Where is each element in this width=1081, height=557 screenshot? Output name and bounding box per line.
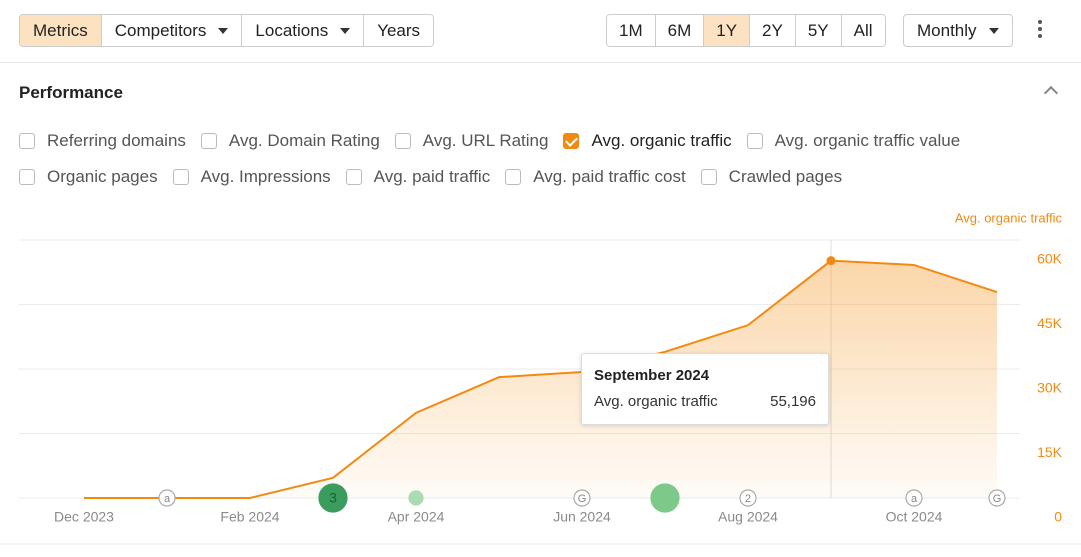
toolbar-button[interactable]: All bbox=[841, 15, 885, 46]
event-label: a bbox=[911, 493, 918, 505]
caret bbox=[218, 27, 229, 34]
event-marker bbox=[650, 483, 680, 513]
metric-checkbox[interactable]: Avg. URL Rating bbox=[394, 131, 549, 151]
event-marker bbox=[739, 489, 757, 507]
y-tick-label: 45K bbox=[1037, 315, 1063, 331]
metric-checkbox[interactable]: Avg. paid traffic bbox=[345, 167, 491, 187]
tooltip-value: 55,196 bbox=[770, 393, 816, 410]
x-tick-label: Dec 2023 bbox=[54, 509, 114, 525]
x-tick-label: Apr 2024 bbox=[388, 509, 445, 525]
metric-checkbox[interactable]: Avg. organic traffic bbox=[563, 131, 732, 151]
toolbar-button[interactable]: 6M bbox=[655, 15, 705, 46]
event-label: 3 bbox=[329, 490, 337, 506]
line bbox=[84, 259, 998, 499]
toolbar-button[interactable]: Competitors bbox=[101, 15, 243, 46]
checkbox-label: Avg. organic traffic value bbox=[774, 131, 961, 150]
button-label: Metrics bbox=[33, 20, 88, 40]
checkbox bbox=[200, 133, 217, 149]
metric-checkbox[interactable]: Avg. Domain Rating bbox=[200, 131, 380, 151]
highlight-point bbox=[826, 256, 836, 266]
metric-checkbox[interactable]: Avg. organic traffic value bbox=[746, 131, 961, 151]
checkbox bbox=[746, 133, 763, 149]
checkbox-label: Organic pages bbox=[47, 167, 158, 186]
interval-select[interactable]: Monthly bbox=[903, 14, 1013, 47]
event-label: G bbox=[993, 493, 1002, 505]
checkbox-label: Avg. paid traffic cost bbox=[533, 167, 686, 186]
event-marker bbox=[408, 490, 424, 506]
checkbox bbox=[19, 133, 35, 149]
button-label: Locations bbox=[255, 20, 329, 40]
section-title: Performance bbox=[19, 83, 123, 102]
checkbox-label: Avg. URL Rating bbox=[422, 131, 549, 150]
toolbar-button[interactable]: Years bbox=[364, 15, 434, 46]
button-label: 1M bbox=[619, 20, 643, 40]
checkbox bbox=[563, 133, 580, 149]
event-marker bbox=[573, 489, 591, 507]
caret bbox=[340, 27, 351, 34]
y-tick-label: 60K bbox=[1037, 251, 1063, 267]
metric-row: Referring domains Avg. Domain Rating Avg. … bbox=[19, 131, 960, 151]
checkbox bbox=[19, 169, 35, 185]
y-tick-label: 0 bbox=[1054, 509, 1062, 525]
checkbox bbox=[700, 169, 717, 185]
metric-checkbox[interactable]: Crawled pages bbox=[700, 167, 843, 187]
checkbox bbox=[505, 169, 522, 185]
tooltip-label: Avg. organic traffic bbox=[594, 393, 718, 410]
toolbar-button[interactable]: 1Y bbox=[704, 15, 751, 46]
caret bbox=[988, 27, 999, 34]
tooltip-title: September 2024 bbox=[594, 367, 710, 384]
metric-row: Organic pages Avg. Impressions Avg. paid t… bbox=[19, 167, 842, 187]
button-label: 5Y bbox=[807, 20, 829, 40]
range-group: 1M 6M 1Y 2Y 5Y All bbox=[606, 14, 886, 47]
metric-checkbox[interactable]: Avg. paid traffic cost bbox=[505, 167, 686, 187]
filter-group: Metrics Competitors Locations Years bbox=[19, 14, 435, 47]
event-marker bbox=[905, 489, 923, 507]
toolbar-button[interactable]: Metrics bbox=[20, 15, 102, 46]
checkbox-label: Avg. organic traffic bbox=[591, 131, 732, 150]
more-menu[interactable] bbox=[1038, 20, 1043, 41]
checkbox bbox=[394, 133, 411, 149]
checkbox-label: Avg. Impressions bbox=[200, 167, 331, 186]
button-label: Years bbox=[377, 20, 421, 40]
metric-checkbox[interactable]: Avg. Impressions bbox=[172, 167, 331, 187]
toolbar-button[interactable]: Locations bbox=[242, 15, 365, 46]
y-tick-label: 30K bbox=[1037, 380, 1063, 396]
event-marker bbox=[988, 489, 1006, 507]
metric-checkbox[interactable]: Organic pages bbox=[19, 167, 158, 187]
button-label: Competitors bbox=[114, 20, 207, 40]
event-label: 2 bbox=[745, 493, 751, 505]
toolbar-button[interactable]: 2Y bbox=[750, 15, 796, 46]
event-marker bbox=[318, 483, 348, 513]
x-tick-label: Aug 2024 bbox=[718, 509, 778, 525]
checkbox-label: Crawled pages bbox=[728, 167, 843, 186]
area bbox=[84, 260, 997, 498]
tooltip: September 2024 Avg. organic traffic 55,19… bbox=[581, 353, 829, 425]
checkbox bbox=[172, 169, 189, 185]
event-label: G bbox=[578, 493, 587, 505]
event-marker bbox=[158, 489, 176, 507]
x-tick-label: Feb 2024 bbox=[220, 509, 279, 525]
separator bbox=[0, 62, 1081, 63]
checkbox-label: Avg. Domain Rating bbox=[228, 131, 380, 150]
x-tick-label: Oct 2024 bbox=[886, 509, 943, 525]
event-label: a bbox=[164, 493, 171, 505]
x-tick-label: Jun 2024 bbox=[553, 509, 611, 525]
button-label: 1Y bbox=[716, 20, 738, 40]
checkbox-label: Referring domains bbox=[47, 131, 186, 150]
axis-title: Avg. organic traffic bbox=[955, 210, 1063, 225]
checkbox-label: Avg. paid traffic bbox=[373, 167, 491, 186]
interval-label: Monthly bbox=[917, 20, 977, 40]
metric-checkbox[interactable]: Referring domains bbox=[19, 131, 186, 151]
toolbar-button[interactable]: 1M bbox=[607, 15, 656, 46]
y-tick-label: 15K bbox=[1037, 444, 1063, 460]
button-label: All bbox=[853, 20, 873, 40]
checkbox bbox=[345, 169, 362, 185]
toolbar-button[interactable]: 5Y bbox=[795, 15, 842, 46]
button-label: 6M bbox=[667, 20, 692, 40]
button-label: 2Y bbox=[762, 20, 783, 40]
